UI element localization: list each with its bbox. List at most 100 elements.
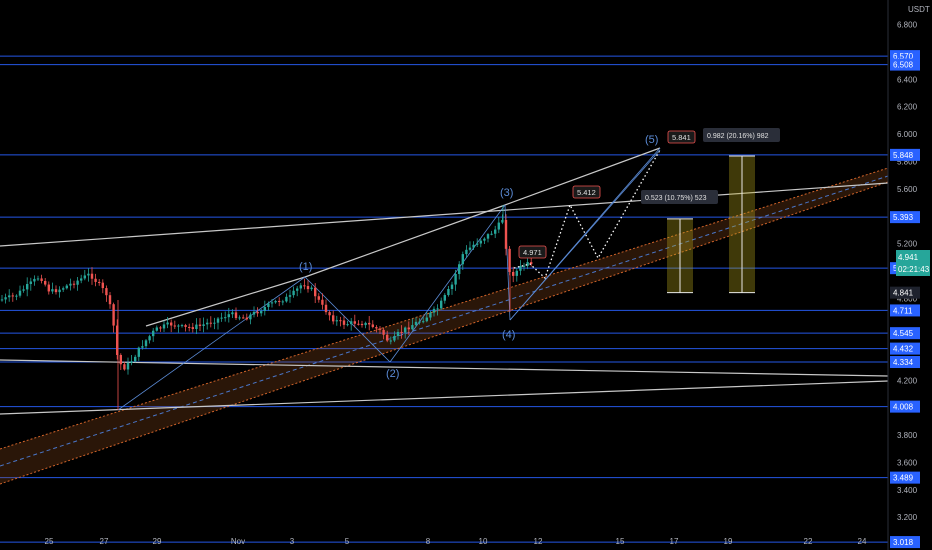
candle-body [213,322,216,324]
candle-body [375,327,378,329]
candle-body [101,282,104,289]
candle-body [58,289,61,293]
time-tick-label: 3 [290,537,295,546]
level-tag-label: 3.018 [893,538,914,547]
time-tick-label: 15 [616,537,625,546]
level-tag-label: 4.432 [893,345,914,354]
price-tick-label: 6.800 [897,21,918,30]
candle-body [94,278,97,282]
candle-body [303,285,306,287]
level-tag-label: 3.489 [893,474,914,483]
candle-body [188,326,191,328]
wave-label: (2) [386,368,399,380]
candle-body [202,324,205,326]
candle-body [47,284,50,292]
price-tick-label: 4.800 [897,294,918,303]
candle-body [80,278,83,281]
price-mark-label: 4.971 [523,248,542,257]
candle-body [206,322,209,325]
candle-body [54,289,58,293]
level-tag [890,148,920,161]
price-tick-label: 5.600 [897,185,918,194]
candle-body [339,320,342,322]
price-tick-label: 3.400 [897,486,918,495]
candle-body [422,321,425,323]
candle-body [479,240,482,244]
time-tick-label: 27 [100,537,109,546]
candle-body [112,304,115,326]
wave-label: (4) [502,329,515,341]
candle-body [44,280,47,285]
candle-body [0,299,4,301]
measure-label-bg [703,128,780,142]
time-axis[interactable]: 25 27 29 Nov 3 5 8 10 12 15 17 19 22 24 [45,537,867,546]
price-mark-label: 5.841 [672,133,691,142]
candle-body [141,346,144,348]
candle-body [519,265,522,271]
candle-body [134,356,137,362]
candle-body [162,324,166,329]
price-mark-label: 5.412 [577,188,596,197]
candle-body [220,317,223,319]
candle-body [504,220,508,249]
projection-path [509,149,661,321]
candle-body [386,334,389,341]
candle-body [378,328,382,330]
horizontal-levels [0,55,888,543]
candle-body [314,287,317,297]
candle-body [256,311,259,314]
candle-body [310,287,313,290]
candle-body [116,325,119,355]
level-tag [890,471,920,484]
candle-body [393,336,396,341]
candle-body [364,322,367,326]
candle-body [137,347,140,357]
candle-body [414,321,418,326]
candle-body [144,340,148,347]
candle-body [357,323,360,325]
candle-body [508,248,511,272]
candle-body [224,317,227,319]
time-tick-label: 25 [45,537,54,546]
wave-upper-line-2 [304,204,506,278]
candle-body [468,247,472,250]
wave-labels: (1) (2) (3) (4) (5) [299,134,658,380]
time-tick-label: 10 [479,537,488,546]
candle-body [425,317,428,322]
currency-label: USDT [908,5,930,14]
candle-body [245,317,248,320]
candle-body [270,302,274,304]
candle-body [371,324,374,328]
level-tag-label: 4.008 [893,403,914,412]
candle-body [198,324,202,326]
level-tag [890,286,920,299]
candle-body [486,234,490,239]
candle-body [267,303,270,308]
candle-body [26,283,29,290]
candle-body [18,290,22,296]
candle-body [29,281,32,284]
candle-body [90,273,94,279]
candle-body [332,315,335,322]
price-tick-label: 3.800 [897,431,918,440]
elliott-wave-segment [389,204,506,363]
candle-body [396,331,400,337]
candle-body [328,312,331,316]
candle-body [440,300,443,309]
candle-body [152,330,155,337]
candle-body [472,244,475,248]
current-price-tag-bg [896,250,930,276]
channel-fill [0,168,888,484]
candle-body [429,312,432,318]
candle-body [447,288,450,296]
level-tag [890,400,920,413]
support-line-upper [0,359,889,377]
level-tag-label: 6.570 [893,52,914,61]
candle-body [360,323,364,326]
candle-body [231,312,234,315]
price-mark-bg [572,185,601,199]
time-tick-label: 24 [858,537,867,546]
candle-body [260,311,263,314]
time-tick-label: Nov [231,537,245,546]
